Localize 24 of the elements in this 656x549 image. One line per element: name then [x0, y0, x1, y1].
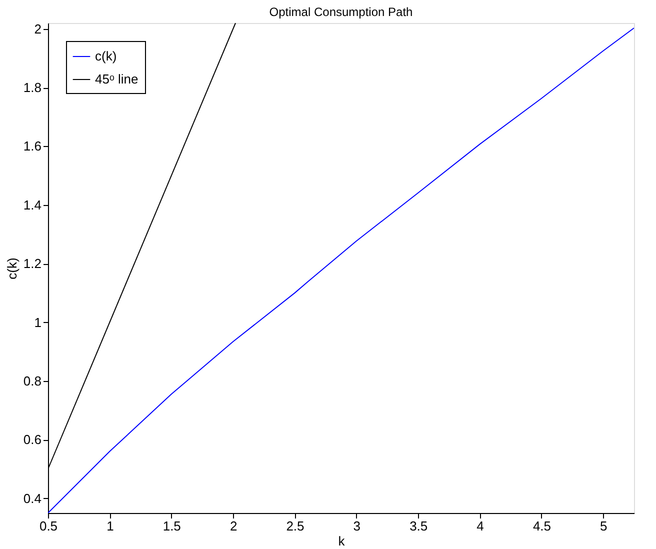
x-axis-title: k — [338, 534, 346, 548]
x-tick-label: 4 — [476, 518, 484, 534]
x-tick-label: 1.5 — [162, 518, 181, 534]
y-tick-label: 1.4 — [23, 197, 42, 212]
chart-title: Optimal Consumption Path — [269, 4, 413, 19]
y-tick-label: 1.2 — [23, 256, 42, 272]
x-tick-label: 2 — [230, 518, 238, 534]
y-tick-label: 2 — [34, 21, 42, 36]
legend-label: 45ᵒ line — [95, 72, 138, 86]
y-tick-label: 1.6 — [23, 138, 42, 154]
y-tick-label: 0.4 — [23, 490, 42, 506]
x-tick-label: 4.5 — [532, 518, 552, 534]
y-tick-label: 1.8 — [23, 80, 42, 96]
y-axis-title: c(k) — [4, 258, 20, 280]
x-tick-label: 2.5 — [286, 518, 304, 534]
x-tick-label: 1 — [106, 518, 114, 534]
y-tick-label: 0.6 — [23, 432, 42, 448]
x-tick-label: 5 — [600, 518, 608, 534]
x-tick-label: 3 — [353, 518, 361, 534]
y-tick-label: 1 — [34, 314, 42, 330]
x-tick-label: 3.5 — [410, 518, 428, 534]
x-tick-label: 0.5 — [39, 518, 58, 534]
legend-label: c(k) — [95, 48, 117, 64]
y-tick-label: 0.8 — [23, 373, 42, 388]
